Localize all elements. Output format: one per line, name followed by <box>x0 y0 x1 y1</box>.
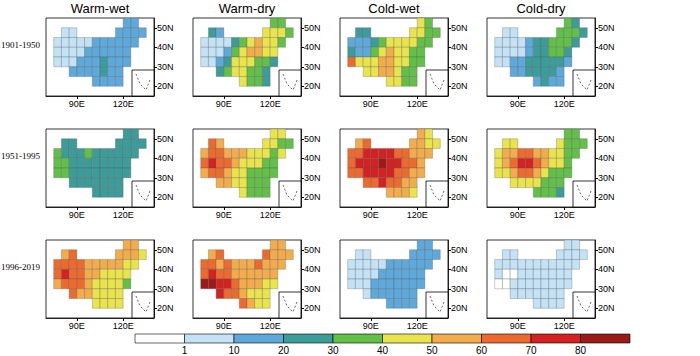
svg-text:30N: 30N <box>451 173 468 183</box>
svg-text:120E: 120E <box>113 99 134 109</box>
svg-text:40N: 40N <box>451 153 468 163</box>
svg-text:30N: 30N <box>157 284 174 294</box>
svg-text:1996-2019: 1996-2019 <box>1 262 40 272</box>
svg-text:20N: 20N <box>157 192 174 202</box>
svg-text:20N: 20N <box>157 303 174 313</box>
svg-text:Cold-wet: Cold-wet <box>368 1 420 16</box>
svg-text:50N: 50N <box>157 23 174 33</box>
svg-text:90E: 90E <box>69 321 85 331</box>
svg-text:40N: 40N <box>451 264 468 274</box>
svg-text:90E: 90E <box>216 321 232 331</box>
svg-text:40N: 40N <box>451 42 468 52</box>
svg-text:120E: 120E <box>260 210 281 220</box>
svg-text:40N: 40N <box>157 153 174 163</box>
svg-text:120E: 120E <box>407 210 428 220</box>
svg-text:120E: 120E <box>113 210 134 220</box>
svg-text:120E: 120E <box>554 99 575 109</box>
svg-text:Warm-dry: Warm-dry <box>219 1 276 16</box>
svg-text:40N: 40N <box>598 42 615 52</box>
svg-text:20: 20 <box>278 345 290 356</box>
svg-text:120E: 120E <box>407 321 428 331</box>
svg-text:30N: 30N <box>157 173 174 183</box>
svg-text:50N: 50N <box>304 245 321 255</box>
svg-text:20N: 20N <box>304 303 321 313</box>
svg-text:40N: 40N <box>304 42 321 52</box>
svg-text:80: 80 <box>575 345 587 356</box>
svg-text:1: 1 <box>182 345 188 356</box>
svg-text:50: 50 <box>426 345 438 356</box>
svg-text:70: 70 <box>525 345 537 356</box>
svg-text:90E: 90E <box>510 99 526 109</box>
svg-text:30N: 30N <box>304 284 321 294</box>
svg-text:20N: 20N <box>598 192 615 202</box>
svg-text:Cold-dry: Cold-dry <box>516 1 566 16</box>
svg-text:50N: 50N <box>598 23 615 33</box>
svg-text:30N: 30N <box>451 62 468 72</box>
svg-text:120E: 120E <box>407 99 428 109</box>
svg-text:120E: 120E <box>554 321 575 331</box>
svg-text:90E: 90E <box>216 210 232 220</box>
svg-text:30N: 30N <box>598 173 615 183</box>
svg-text:50N: 50N <box>157 134 174 144</box>
svg-text:50N: 50N <box>157 245 174 255</box>
svg-text:50N: 50N <box>451 134 468 144</box>
svg-text:50N: 50N <box>451 245 468 255</box>
svg-text:40N: 40N <box>598 264 615 274</box>
svg-text:120E: 120E <box>260 321 281 331</box>
svg-text:90E: 90E <box>510 210 526 220</box>
svg-text:1901-1950: 1901-1950 <box>1 40 40 50</box>
svg-text:1951-1995: 1951-1995 <box>1 151 40 161</box>
svg-text:Warm-wet: Warm-wet <box>71 1 130 16</box>
svg-text:30N: 30N <box>304 62 321 72</box>
svg-text:50N: 50N <box>598 134 615 144</box>
svg-text:50N: 50N <box>451 23 468 33</box>
svg-text:10: 10 <box>228 345 240 356</box>
svg-text:50N: 50N <box>598 245 615 255</box>
svg-text:20N: 20N <box>304 81 321 91</box>
svg-text:20N: 20N <box>598 303 615 313</box>
svg-text:20N: 20N <box>157 81 174 91</box>
svg-text:120E: 120E <box>113 321 134 331</box>
svg-text:20N: 20N <box>451 81 468 91</box>
svg-text:90E: 90E <box>363 210 379 220</box>
svg-text:20N: 20N <box>304 192 321 202</box>
svg-text:20N: 20N <box>451 303 468 313</box>
svg-text:90E: 90E <box>69 210 85 220</box>
svg-text:20N: 20N <box>451 192 468 202</box>
svg-text:30N: 30N <box>598 284 615 294</box>
svg-text:40N: 40N <box>304 264 321 274</box>
svg-text:40: 40 <box>377 345 389 356</box>
svg-text:30N: 30N <box>598 62 615 72</box>
svg-text:30: 30 <box>327 345 339 356</box>
svg-text:40N: 40N <box>157 42 174 52</box>
svg-text:120E: 120E <box>554 210 575 220</box>
svg-text:90E: 90E <box>216 99 232 109</box>
svg-text:40N: 40N <box>598 153 615 163</box>
svg-text:60: 60 <box>476 345 488 356</box>
svg-text:50N: 50N <box>304 134 321 144</box>
svg-text:20N: 20N <box>598 81 615 91</box>
svg-text:90E: 90E <box>363 321 379 331</box>
svg-text:30N: 30N <box>451 284 468 294</box>
svg-text:50N: 50N <box>304 23 321 33</box>
svg-text:40N: 40N <box>304 153 321 163</box>
svg-text:30N: 30N <box>304 173 321 183</box>
svg-text:90E: 90E <box>510 321 526 331</box>
svg-text:120E: 120E <box>260 99 281 109</box>
svg-text:30N: 30N <box>157 62 174 72</box>
svg-text:90E: 90E <box>69 99 85 109</box>
svg-text:90E: 90E <box>363 99 379 109</box>
svg-text:40N: 40N <box>157 264 174 274</box>
